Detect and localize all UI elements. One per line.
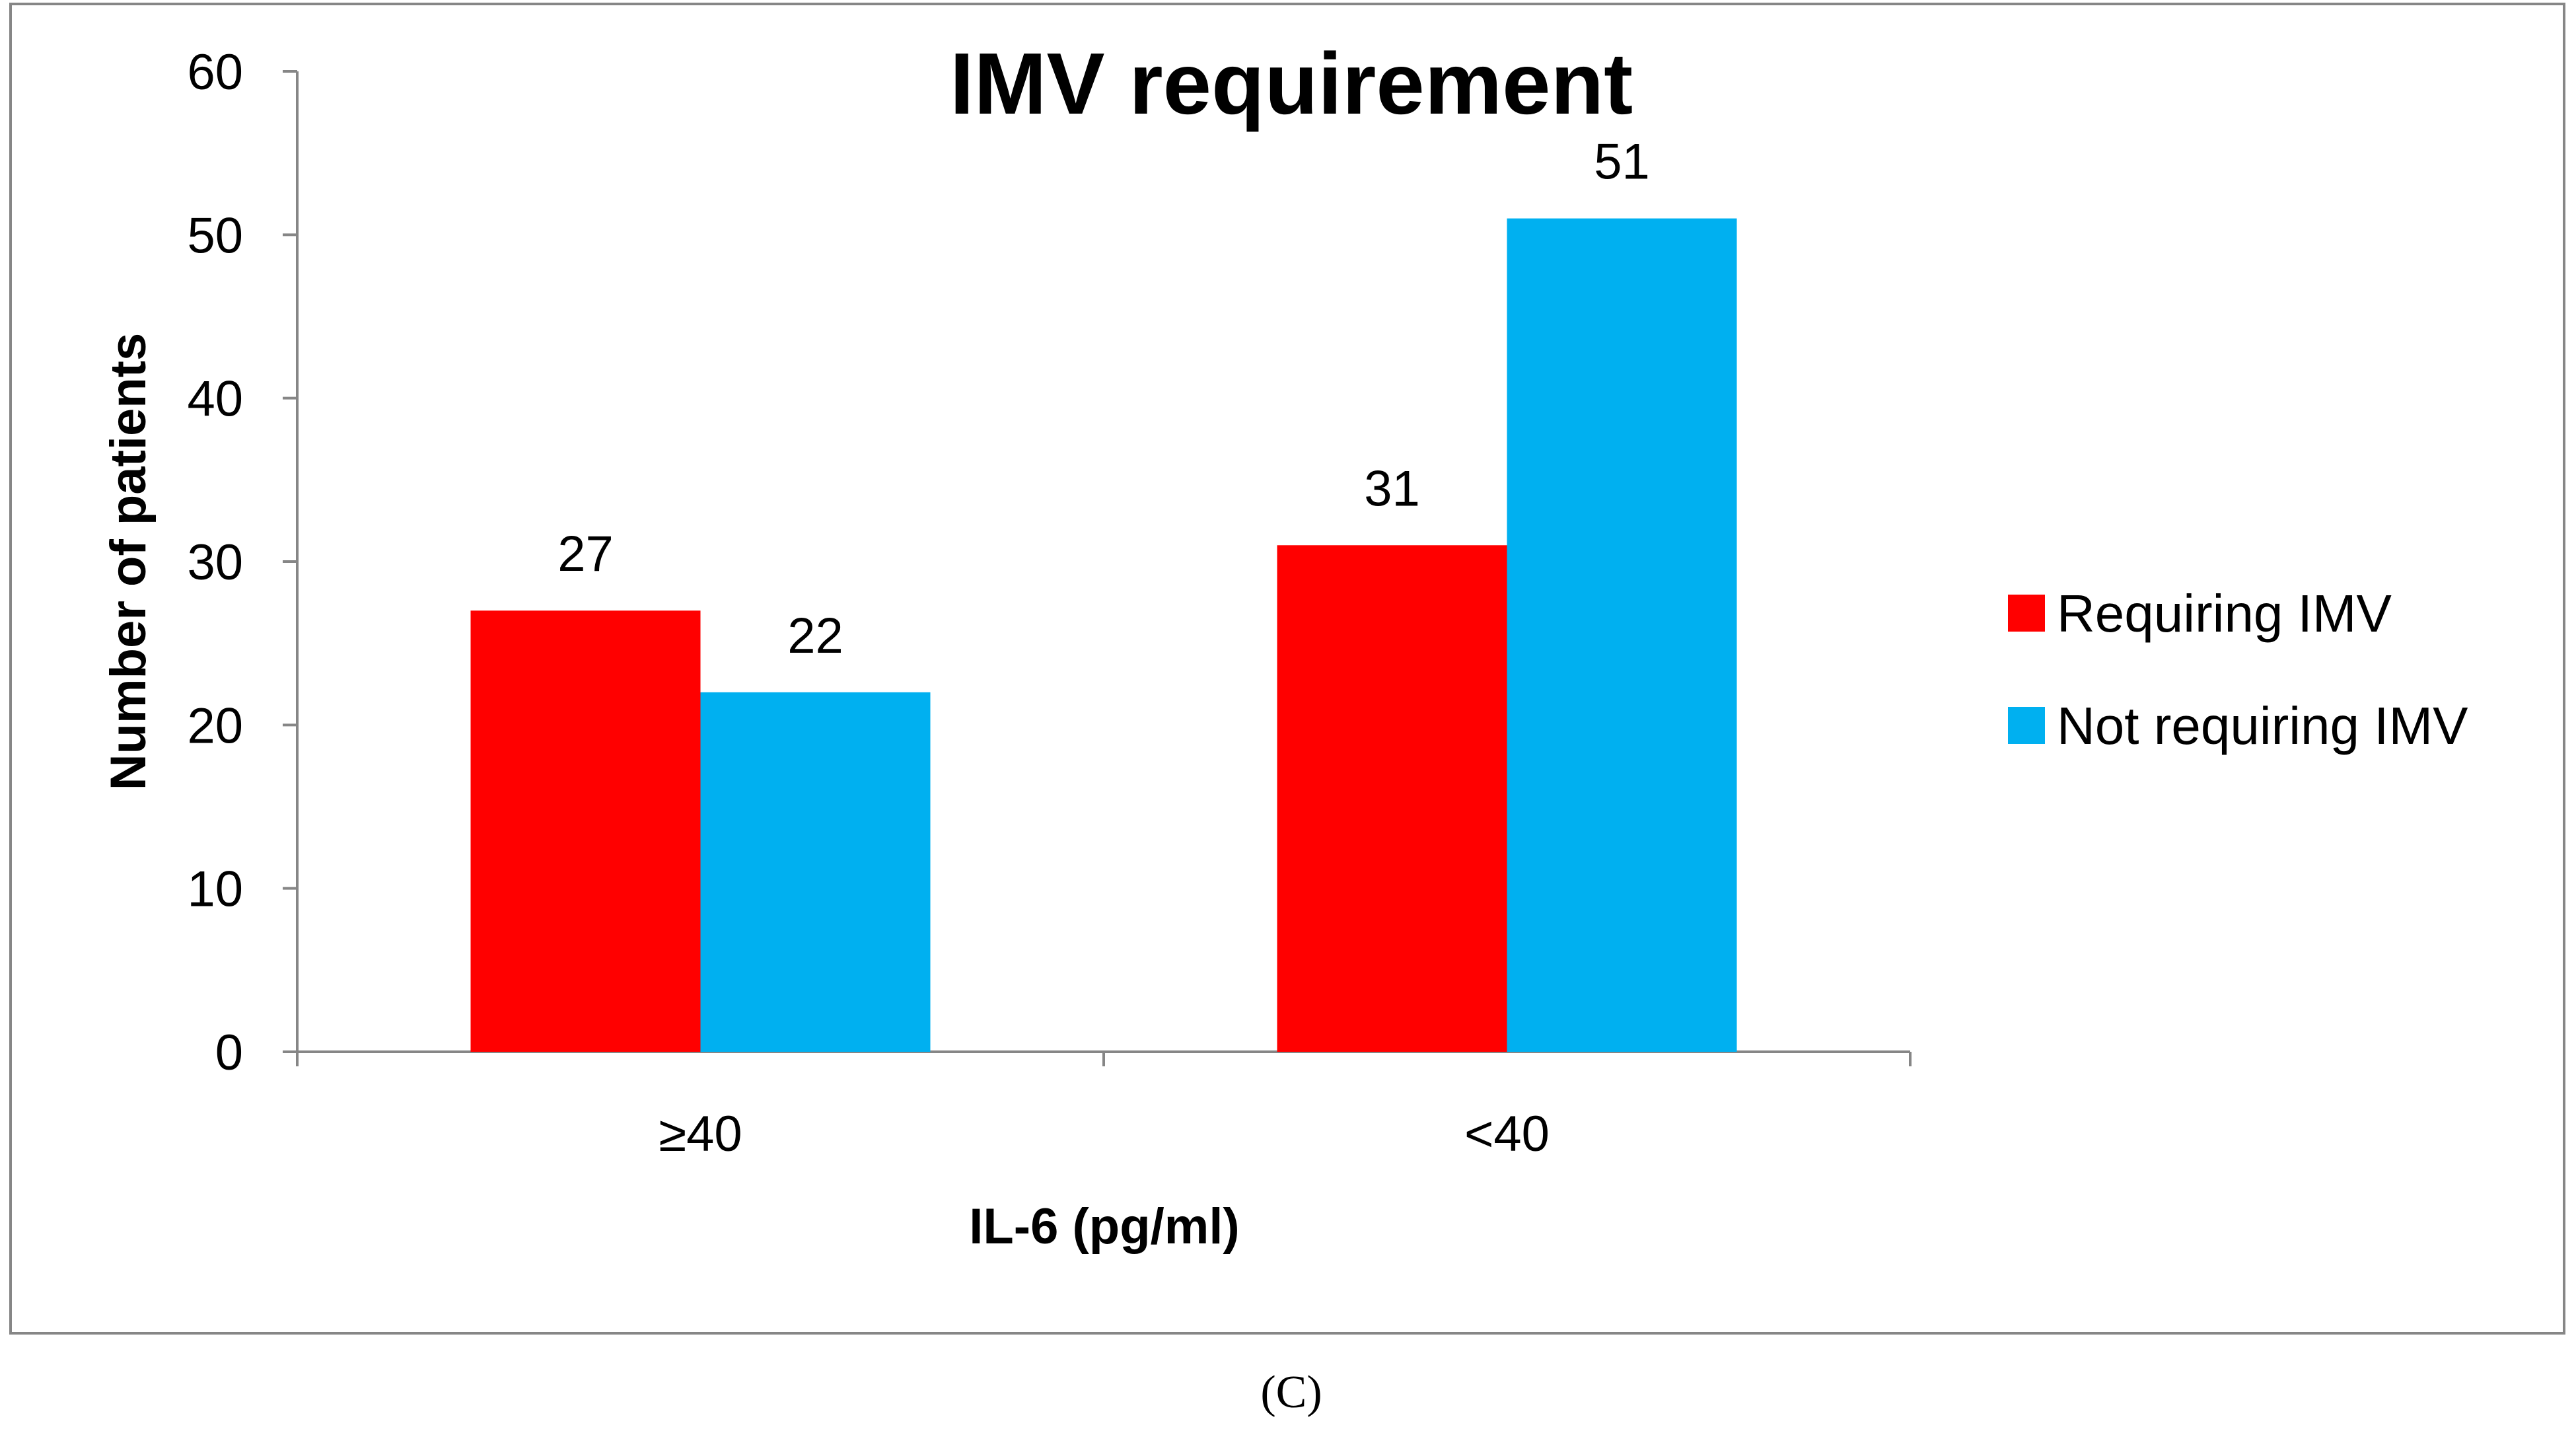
bar-not-requiring-0: [700, 692, 931, 1052]
legend-swatch: [2008, 595, 2045, 632]
y-axis-ticks: 0 10 20 30 40 50 60: [187, 44, 297, 1081]
x-tick-label: ≥40: [659, 1106, 742, 1162]
legend-swatch: [2008, 707, 2045, 744]
y-tick-label: 30: [187, 534, 243, 591]
legend-label: Not requiring IMV: [2057, 696, 2468, 755]
x-axis-ticks: ≥40 <40: [296, 1052, 1912, 1162]
y-tick-label: 40: [187, 371, 243, 427]
x-tick-label: <40: [1464, 1106, 1550, 1162]
y-tick-label: 0: [215, 1025, 243, 1081]
data-label: 51: [1594, 134, 1650, 190]
panel-caption: (C): [1260, 1367, 1322, 1418]
legend-label: Requiring IMV: [2057, 584, 2392, 643]
y-axis-title: Number of patients: [100, 333, 157, 791]
data-label: 22: [787, 608, 843, 664]
bars: [470, 218, 1737, 1052]
bar-not-requiring-1: [1507, 218, 1737, 1052]
y-tick-label: 50: [187, 207, 243, 264]
data-labels: 27 22 31 51: [557, 134, 1650, 664]
y-tick-label: 20: [187, 698, 243, 754]
bar-requiring-1: [1277, 545, 1507, 1052]
chart-title: IMV requirement: [950, 35, 1633, 132]
bar-requiring-0: [470, 610, 701, 1052]
legend: Requiring IMV Not requiring IMV: [2008, 584, 2468, 755]
data-label: 27: [557, 526, 614, 582]
y-tick-label: 10: [187, 862, 243, 918]
data-label: 31: [1364, 460, 1420, 517]
y-tick-label: 60: [187, 44, 243, 100]
x-axis-title: IL-6 (pg/ml): [969, 1198, 1240, 1255]
